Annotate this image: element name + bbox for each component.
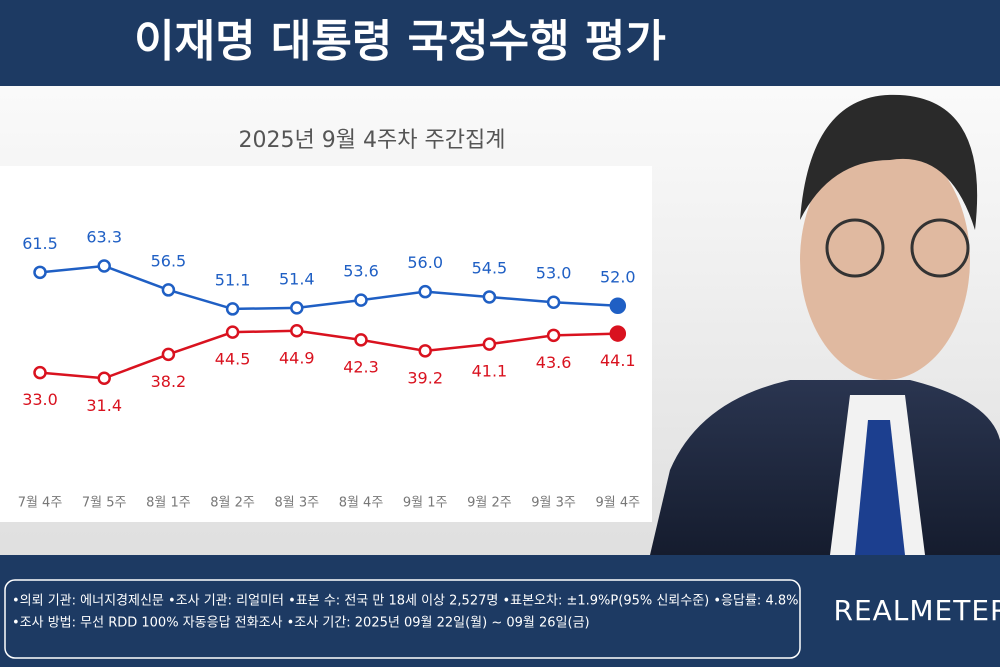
x-tick-label: 7월 4주 [18, 496, 63, 511]
point [420, 286, 431, 297]
point [484, 291, 495, 302]
value-label: 56.5 [151, 251, 187, 270]
value-label: 53.0 [536, 264, 572, 283]
x-tick-label: 8월 3주 [274, 496, 319, 511]
value-label: 61.5 [22, 234, 58, 253]
point [163, 284, 174, 295]
x-tick-label: 9월 1주 [403, 496, 448, 511]
x-tick-label: 9월 4주 [595, 496, 640, 511]
x-tick-label: 9월 2주 [467, 496, 512, 511]
footer-line: •의뢰 기관: 에너지경제신문 •조사 기관: 리얼미터 •표본 수: 전국 만… [12, 594, 798, 609]
x-tick-label: 8월 2주 [210, 496, 255, 511]
value-label: 43.6 [536, 353, 572, 372]
point [548, 297, 559, 308]
point [291, 325, 302, 336]
point [227, 303, 238, 314]
value-label: 31.4 [86, 396, 122, 415]
value-label: 54.5 [472, 258, 508, 277]
point [99, 373, 110, 384]
x-tick-label: 8월 1주 [146, 496, 191, 511]
point [99, 260, 110, 271]
value-label: 44.9 [279, 348, 315, 367]
value-label: 41.1 [472, 362, 508, 381]
value-label: 33.0 [22, 390, 58, 409]
x-tick-label: 8월 4주 [339, 496, 384, 511]
value-label: 38.2 [151, 372, 187, 391]
footer-line: •조사 방법: 무선 RDD 100% 자동응답 전화조사 •조사 기간: 20… [12, 616, 590, 631]
point [356, 334, 367, 345]
point [484, 339, 495, 350]
point [548, 330, 559, 341]
x-tick-label: 7월 5주 [82, 496, 127, 511]
subtitle: 2025년 9월 4주차 주간집계 [239, 128, 506, 153]
plot-area [0, 166, 652, 522]
point [291, 302, 302, 313]
point [35, 267, 46, 278]
value-label: 44.5 [215, 350, 251, 369]
value-label: 56.0 [407, 253, 443, 272]
value-label: 52.0 [600, 267, 636, 286]
point [420, 345, 431, 356]
value-label: 51.1 [215, 270, 251, 289]
value-label: 39.2 [407, 368, 443, 387]
title: 이재명 대통령 국정수행 평가 [134, 16, 666, 67]
value-label: 53.6 [343, 262, 379, 281]
point [35, 367, 46, 378]
value-label: 42.3 [343, 357, 379, 376]
point [611, 327, 625, 341]
point [163, 349, 174, 360]
point [227, 327, 238, 338]
value-label: 51.4 [279, 269, 315, 288]
value-label: 63.3 [86, 227, 122, 246]
logo: REALMETER [834, 594, 1000, 627]
point [356, 295, 367, 306]
x-tick-label: 9월 3주 [531, 496, 576, 511]
point [611, 299, 625, 313]
value-label: 44.1 [600, 351, 636, 370]
